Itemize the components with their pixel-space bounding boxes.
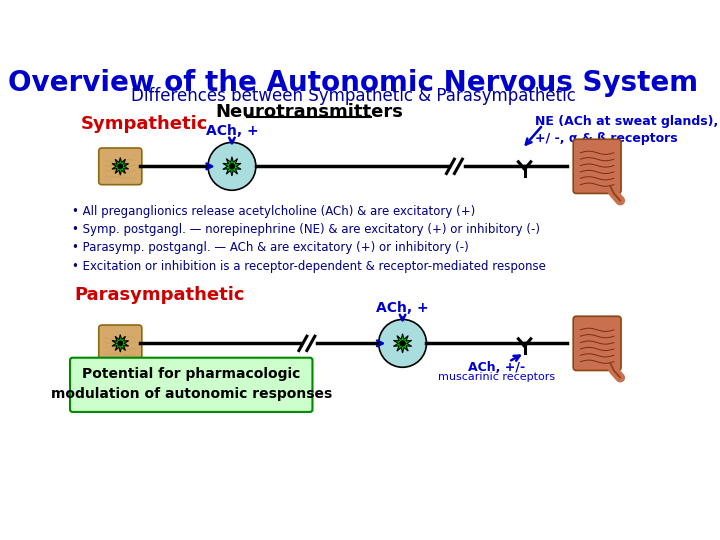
Text: • Excitation or inhibition is a receptor-dependent & receptor-mediated response: • Excitation or inhibition is a receptor… bbox=[73, 260, 546, 273]
Text: • All preganglionics release acetylcholine (ACh) & are excitatory (+): • All preganglionics release acetylcholi… bbox=[73, 205, 476, 218]
Text: Potential for pharmacologic
modulation of autonomic responses: Potential for pharmacologic modulation o… bbox=[50, 367, 332, 401]
Text: Neurotransmitters: Neurotransmitters bbox=[215, 103, 403, 122]
Circle shape bbox=[117, 341, 123, 346]
FancyBboxPatch shape bbox=[70, 357, 312, 412]
FancyBboxPatch shape bbox=[99, 325, 142, 362]
Text: Parasympathetic: Parasympathetic bbox=[74, 286, 245, 304]
Polygon shape bbox=[393, 334, 412, 353]
Circle shape bbox=[117, 164, 123, 169]
Text: Sympathetic: Sympathetic bbox=[81, 116, 208, 133]
Text: Overview of the Autonomic Nervous System: Overview of the Autonomic Nervous System bbox=[8, 69, 698, 97]
Text: ACh, +/-: ACh, +/- bbox=[468, 361, 525, 374]
Circle shape bbox=[400, 341, 405, 346]
Text: Differences between Sympathetic & Parasympathetic: Differences between Sympathetic & Parasy… bbox=[131, 86, 575, 105]
Text: NE (ACh at sweat glands),
+/ -, α & ß receptors: NE (ACh at sweat glands), +/ -, α & ß re… bbox=[535, 116, 718, 145]
FancyBboxPatch shape bbox=[573, 316, 621, 370]
FancyBboxPatch shape bbox=[99, 148, 142, 185]
Circle shape bbox=[229, 164, 235, 169]
Polygon shape bbox=[222, 157, 241, 176]
Polygon shape bbox=[112, 158, 129, 175]
Circle shape bbox=[379, 320, 426, 367]
Text: muscarinic receptors: muscarinic receptors bbox=[438, 372, 555, 382]
Text: • Parasymp. postgangl. — ACh & are excitatory (+) or inhibitory (-): • Parasymp. postgangl. — ACh & are excit… bbox=[73, 241, 469, 254]
Text: • Symp. postgangl. — norepinephrine (NE) & are excitatory (+) or inhibitory (-): • Symp. postgangl. — norepinephrine (NE)… bbox=[73, 223, 541, 236]
Text: ACh, +: ACh, + bbox=[377, 301, 429, 315]
Text: ACh, +: ACh, + bbox=[206, 124, 258, 138]
Polygon shape bbox=[112, 335, 129, 352]
FancyBboxPatch shape bbox=[573, 139, 621, 193]
Circle shape bbox=[208, 143, 256, 190]
